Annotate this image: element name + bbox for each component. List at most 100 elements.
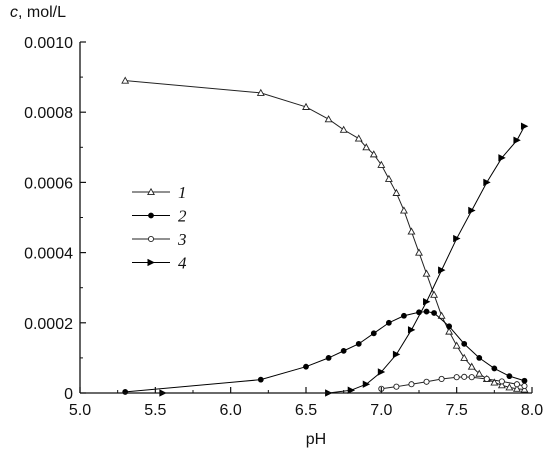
data-point: [431, 310, 437, 316]
legend-entry-1: 1: [132, 183, 187, 202]
x-tick-label: 5.0: [69, 402, 91, 419]
x-axis-title: pH: [306, 431, 326, 448]
data-point: [401, 312, 407, 319]
data-point: [302, 102, 310, 110]
data-point: [483, 178, 491, 187]
data-point: [347, 386, 356, 394]
y-tick-label: 0.0002: [24, 316, 73, 333]
data-point: [377, 368, 386, 376]
data-point: [490, 378, 499, 386]
data-point: [521, 377, 528, 384]
data-point: [354, 134, 363, 142]
x-tick-label: 7.5: [446, 402, 468, 419]
x-tick-label: 8.0: [521, 402, 543, 419]
data-point: [497, 381, 506, 389]
data-point: [423, 298, 431, 306]
data-point: [513, 136, 521, 144]
y-tick-label: 0.0006: [24, 175, 73, 192]
series-4: [159, 122, 529, 397]
y-axis-title: c, mol/L: [10, 4, 66, 21]
legend-entry-3: 3: [132, 230, 187, 249]
data-point: [498, 154, 506, 162]
data-point: [422, 269, 431, 277]
axes: c, mol/L pH 5.0 5.5 6.0 6.5 7.0 7.5 8.0 0 0.0002…: [10, 4, 543, 448]
data-point: [512, 384, 521, 392]
data-point: [491, 365, 498, 372]
data-point: [415, 248, 423, 256]
legend: 1 2 3 4: [132, 183, 187, 273]
data-point: [407, 326, 416, 334]
data-point: [453, 374, 460, 381]
data-point: [393, 383, 400, 390]
data-point: [520, 122, 529, 130]
x-tick-label: 5.5: [144, 402, 166, 419]
plot-area: [121, 76, 529, 397]
data-point: [392, 188, 401, 196]
data-point: [369, 150, 378, 158]
data-point: [467, 362, 476, 370]
data-point: [520, 385, 529, 393]
data-point: [468, 374, 475, 381]
data-point: [339, 125, 348, 133]
data-point: [256, 88, 265, 96]
y-tick-label: 0.0010: [24, 35, 73, 52]
y-axis-variable: c: [10, 4, 18, 21]
data-point: [399, 206, 408, 214]
series-line: [125, 311, 525, 393]
data-point: [438, 375, 445, 383]
legend-marker: [147, 235, 155, 243]
data-point: [384, 174, 393, 182]
data-point: [446, 323, 453, 330]
data-point: [476, 354, 483, 361]
data-point: [355, 340, 362, 347]
data-point: [408, 381, 415, 388]
data-point: [461, 373, 468, 380]
y-tick-label: 0: [64, 386, 73, 403]
data-point: [340, 347, 347, 354]
data-point: [452, 341, 461, 349]
series-line: [125, 80, 525, 390]
data-point: [437, 311, 446, 319]
y-tick-label: 0.0008: [24, 105, 73, 122]
data-point: [392, 350, 401, 359]
data-point: [385, 319, 392, 326]
y-tick-label: 0.0004: [24, 246, 73, 263]
legend-label: 4: [178, 254, 187, 273]
x-tick-label: 6.5: [295, 402, 317, 419]
y-axis-unit: , mol/L: [18, 4, 66, 21]
data-point: [461, 340, 468, 347]
x-tick-label: 6.0: [220, 402, 242, 419]
data-point: [475, 369, 484, 377]
data-point: [122, 389, 129, 395]
data-point: [324, 115, 333, 123]
data-point: [121, 76, 130, 84]
legend-label: 2: [178, 207, 187, 226]
legend-marker: [148, 212, 154, 219]
data-point: [362, 380, 371, 388]
legend-entry-4: 4: [132, 254, 187, 273]
series-1: [121, 76, 529, 393]
data-point: [438, 266, 446, 274]
data-point: [430, 290, 439, 298]
data-point: [257, 376, 264, 383]
data-point: [303, 363, 309, 370]
x-tick-label: 7.0: [370, 402, 392, 419]
legend-label: 3: [177, 230, 187, 249]
data-point: [521, 382, 528, 390]
data-point: [453, 234, 461, 243]
data-point: [377, 160, 386, 168]
data-point: [468, 206, 476, 215]
data-point: [362, 143, 371, 151]
data-point: [483, 375, 490, 383]
data-point: [445, 327, 454, 335]
data-point: [513, 381, 520, 388]
data-point: [407, 227, 416, 235]
data-point: [506, 373, 513, 380]
data-point: [460, 353, 469, 361]
legend-marker: [147, 187, 155, 196]
series-2: [122, 308, 528, 395]
data-point: [423, 378, 430, 385]
data-point: [498, 378, 505, 385]
data-point: [370, 330, 377, 337]
